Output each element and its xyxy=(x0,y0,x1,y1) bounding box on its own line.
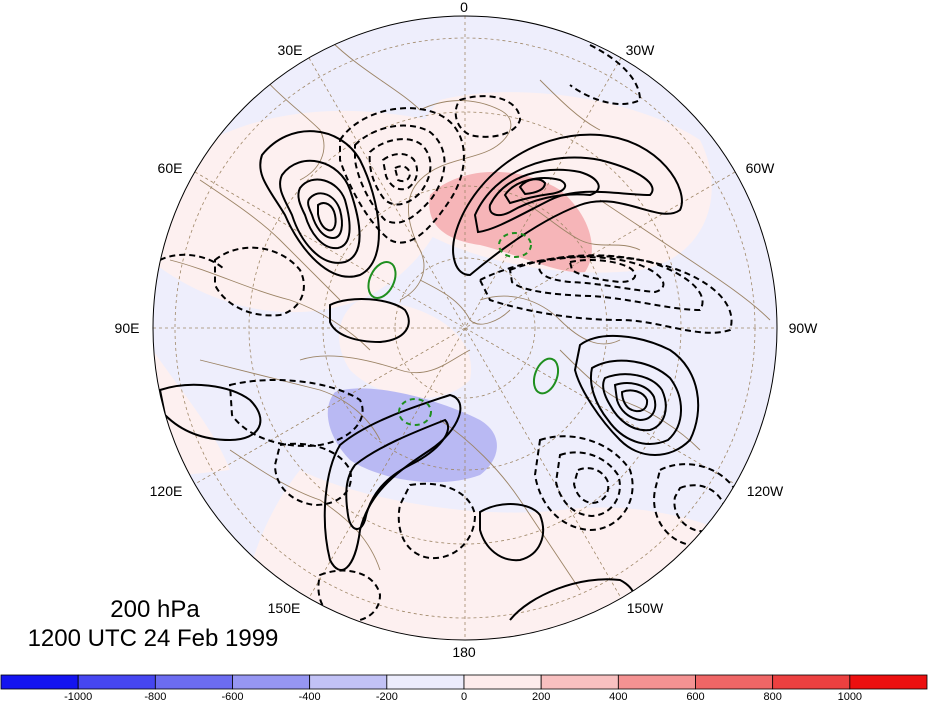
colorbar-segment xyxy=(540,674,619,690)
colorbar-tick-label: 600 xyxy=(686,691,704,702)
colorbar-tick-label: 1000 xyxy=(838,691,862,702)
level-label: 200 hPa xyxy=(110,596,200,623)
colorbar-tick-label: -200 xyxy=(376,691,398,702)
lon-label-30e: 30E xyxy=(278,42,303,58)
graticule xyxy=(153,16,777,640)
lon-label-120w: 120W xyxy=(747,483,784,499)
colorbar-segment xyxy=(232,674,311,690)
colorbar-segment xyxy=(77,674,156,690)
colorbar-tick-label: -1000 xyxy=(64,691,92,702)
lon-label-60e: 60E xyxy=(158,160,183,176)
lon-label-90e: 90E xyxy=(115,320,140,336)
lon-label-30w: 30W xyxy=(626,42,656,58)
lon-label-0: 0 xyxy=(460,0,468,15)
colorbar-segment xyxy=(772,674,851,690)
colorbar-segment xyxy=(849,674,928,690)
lon-label-120e: 120E xyxy=(150,483,183,499)
colorbar-segment xyxy=(0,674,79,690)
colorbar: -1000 -800 -600 -400 -200 0 200 400 600 800 1000 xyxy=(0,674,928,702)
colorbar-tick-label: 200 xyxy=(532,691,550,702)
colorbar-segment xyxy=(309,674,388,690)
colorbar-segment xyxy=(386,674,465,690)
colorbar-tick-label: -400 xyxy=(299,691,321,702)
colorbar-tick-label: 400 xyxy=(609,691,627,702)
lon-label-150w: 150W xyxy=(627,600,664,616)
coastlines xyxy=(169,39,771,591)
colorbar-tick-label: 800 xyxy=(763,691,781,702)
colorbar-tick-label: -800 xyxy=(144,691,166,702)
lon-label-150e: 150E xyxy=(268,600,301,616)
colorbar-tick-label: 0 xyxy=(461,691,467,702)
lon-label-180: 180 xyxy=(452,644,476,660)
lon-label-90w: 90W xyxy=(789,320,819,336)
colorbar-segment xyxy=(154,674,233,690)
longitude-labels: 0 30W 60W 90W 120W 150W 180 150E 120E 90… xyxy=(115,0,819,660)
positive-contours xyxy=(158,130,700,631)
map-shading xyxy=(153,16,777,640)
colorbar-segment xyxy=(463,674,542,690)
lon-label-60w: 60W xyxy=(746,160,776,176)
colorbar-segment xyxy=(617,674,696,690)
colorbar-segment xyxy=(695,674,774,690)
colorbar-tick-label: -600 xyxy=(221,691,243,702)
time-label: 1200 UTC 24 Feb 1999 xyxy=(28,625,279,652)
highlight-contours xyxy=(367,232,560,426)
map-boundary xyxy=(152,15,778,641)
